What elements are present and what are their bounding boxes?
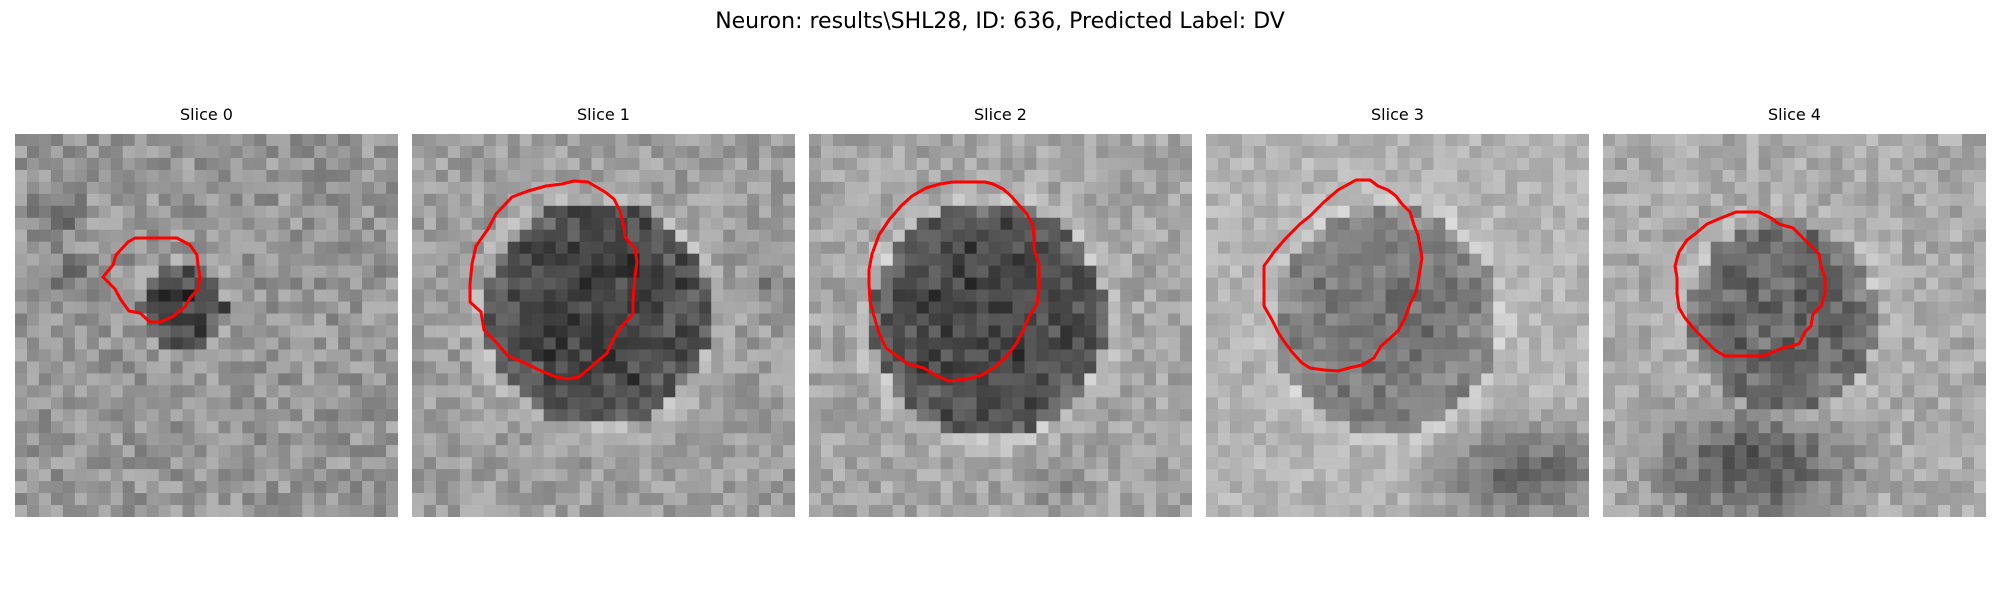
pixel-grid (412, 134, 795, 517)
slice-image-1 (412, 134, 795, 517)
slice-title-1: Slice 1 (577, 105, 630, 124)
pixel-grid (1206, 134, 1589, 517)
slice-panel-2: Slice 2 (809, 105, 1192, 517)
pixel-grid (15, 134, 398, 517)
slice-image-4 (1603, 134, 1986, 517)
slice-image-3 (1206, 134, 1589, 517)
slice-panel-3: Slice 3 (1206, 105, 1589, 517)
slice-panel-1: Slice 1 (412, 105, 795, 517)
figure-title: Neuron: results\SHL28, ID: 636, Predicte… (715, 9, 1285, 34)
roi-contour (867, 180, 1041, 383)
slice-panel-4: Slice 4 (1603, 105, 1986, 517)
roi-contour (1673, 210, 1827, 358)
slice-title-2: Slice 2 (974, 105, 1027, 124)
slice-title-4: Slice 4 (1768, 105, 1821, 124)
slice-title-3: Slice 3 (1371, 105, 1424, 124)
pixel-grid (1603, 134, 1986, 517)
slice-title-0: Slice 0 (180, 105, 233, 124)
roi-contour (101, 236, 202, 324)
slice-panel-0: Slice 0 (15, 105, 398, 517)
roi-contour (468, 179, 639, 381)
pixel-grid (809, 134, 1192, 517)
roi-contour (1262, 178, 1424, 373)
slice-image-0 (15, 134, 398, 517)
slice-image-2 (809, 134, 1192, 517)
